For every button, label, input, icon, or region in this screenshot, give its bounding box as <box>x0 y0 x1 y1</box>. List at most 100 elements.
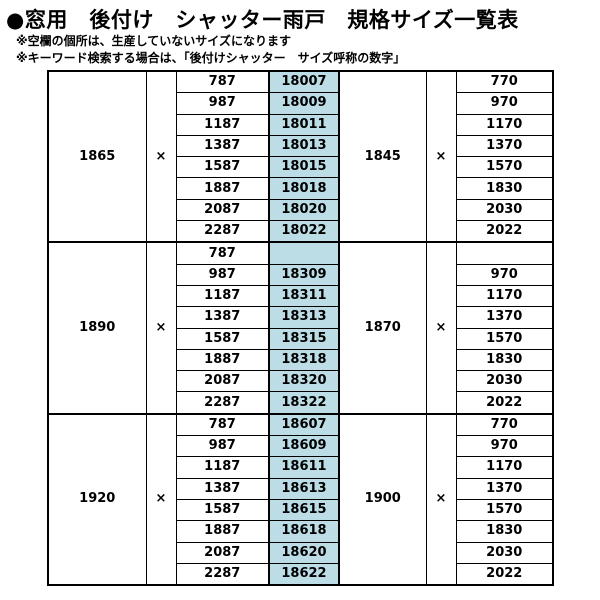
code-cell: 18322 <box>268 391 340 415</box>
table-row: 2287 18322 2022 <box>48 391 554 415</box>
width-cell: 787 <box>175 70 270 94</box>
width-cell: 1587 <box>175 156 270 179</box>
other-width-cell: 1570 <box>455 327 554 350</box>
code-cell: 18007 <box>268 70 340 94</box>
table-row: 987 18309 970 <box>48 263 554 286</box>
table-row: 1865 × 787 18007 1845 × 770 <box>47 69 554 243</box>
other-height-cell: 1845 <box>338 69 427 243</box>
code-cell <box>268 241 340 265</box>
width-cell: 1187 <box>175 456 270 479</box>
other-width-cell: 770 <box>455 70 554 94</box>
table-row: 1587 18015 1570 <box>48 156 554 179</box>
other-width-cell: 2022 <box>455 220 554 243</box>
width-cell: 787 <box>175 412 270 437</box>
width-cell: 1387 <box>175 306 270 329</box>
width-cell: 1187 <box>175 113 270 136</box>
table-row: 1920 × 787 18607 1900 × 770 <box>47 412 554 586</box>
table-row: 1387 18013 1370 <box>48 134 554 158</box>
code-cell: 18615 <box>268 498 340 522</box>
other-width-cell: 1370 <box>455 306 554 329</box>
width-cell: 1887 <box>175 177 270 200</box>
width-cell: 987 <box>175 263 270 286</box>
height-cell: 1920 <box>47 412 147 586</box>
other-width-cell: 1570 <box>455 156 554 179</box>
other-width-cell: 1830 <box>455 520 554 543</box>
width-cell: 987 <box>175 92 270 115</box>
code-cell: 18613 <box>268 477 340 500</box>
other-width-cell: 1830 <box>455 348 554 372</box>
times-symbol: × <box>425 412 457 586</box>
table-row: 1887 18318 1830 <box>48 348 554 372</box>
width-cell: 2087 <box>175 198 270 222</box>
table-row: 2087 18620 2030 <box>48 541 554 564</box>
width-cell: 987 <box>175 435 270 458</box>
code-cell: 18315 <box>268 327 340 350</box>
table-row: 2087 18020 2030 <box>48 198 554 222</box>
times-symbol: × <box>425 69 457 243</box>
code-cell: 18320 <box>268 370 340 393</box>
table-row: 2287 18622 2022 <box>48 562 554 586</box>
width-cell: 1387 <box>175 134 270 158</box>
table-row: 2087 18320 2030 <box>48 370 554 393</box>
code-cell: 18022 <box>268 220 340 243</box>
table-row: 1890 × 787 1870 × <box>47 241 554 415</box>
code-cell: 18609 <box>268 435 340 458</box>
width-cell: 1187 <box>175 284 270 308</box>
times-symbol: × <box>145 241 177 415</box>
other-width-cell: 970 <box>455 92 554 115</box>
table-row: 987 18009 970 <box>48 92 554 115</box>
width-cell: 2287 <box>175 562 270 586</box>
other-width-cell: 2022 <box>455 391 554 415</box>
width-cell: 2087 <box>175 541 270 564</box>
code-cell: 18018 <box>268 177 340 200</box>
width-cell: 1587 <box>175 327 270 350</box>
page-title: ●窓用 後付け シャッター雨戸 規格サイズ一覧表 <box>6 8 519 32</box>
other-width-cell: 2022 <box>455 562 554 586</box>
note-blank-cells: ※空欄の個所は、生産していないサイズになります <box>16 34 291 48</box>
code-cell: 18620 <box>268 541 340 564</box>
code-cell: 18611 <box>268 456 340 479</box>
code-cell: 18318 <box>268 348 340 372</box>
width-cell: 1887 <box>175 520 270 543</box>
other-height-cell: 1870 <box>338 241 427 415</box>
other-width-cell: 1370 <box>455 134 554 158</box>
table-row: 1887 18618 1830 <box>48 520 554 543</box>
width-cell: 787 <box>175 241 270 265</box>
code-cell: 18311 <box>268 284 340 308</box>
code-cell: 18020 <box>268 198 340 222</box>
code-cell: 18313 <box>268 306 340 329</box>
table-row: 1387 18613 1370 <box>48 477 554 500</box>
width-cell: 2287 <box>175 220 270 243</box>
code-cell: 18015 <box>268 156 340 179</box>
other-width-cell: 1370 <box>455 477 554 500</box>
other-width-cell: 1170 <box>455 456 554 479</box>
code-cell: 18013 <box>268 134 340 158</box>
code-cell: 18607 <box>268 412 340 437</box>
code-cell: 18009 <box>268 92 340 115</box>
code-cell: 18618 <box>268 520 340 543</box>
code-cell: 18309 <box>268 263 340 286</box>
table-row: 987 18609 970 <box>48 435 554 458</box>
width-cell: 1387 <box>175 477 270 500</box>
size-table: 1865 × 787 18007 1845 × 770 987 18009 970 1187 1801… <box>47 69 554 587</box>
other-width-cell <box>455 241 554 265</box>
other-width-cell: 970 <box>455 435 554 458</box>
other-width-cell: 2030 <box>455 198 554 222</box>
other-width-cell: 970 <box>455 263 554 286</box>
other-width-cell: 1170 <box>455 284 554 308</box>
table-row: 1387 18313 1370 <box>48 306 554 329</box>
height-cell: 1865 <box>47 69 147 243</box>
code-cell: 18622 <box>268 562 340 586</box>
other-width-cell: 770 <box>455 412 554 437</box>
width-cell: 1887 <box>175 348 270 372</box>
table-row: 1587 18315 1570 <box>48 327 554 350</box>
code-cell: 18011 <box>268 113 340 136</box>
other-width-cell: 2030 <box>455 370 554 393</box>
times-symbol: × <box>145 412 177 586</box>
other-width-cell: 1170 <box>455 113 554 136</box>
times-symbol: × <box>145 69 177 243</box>
times-symbol: × <box>425 241 457 415</box>
other-height-cell: 1900 <box>338 412 427 586</box>
height-cell: 1890 <box>47 241 147 415</box>
note-keyword-search: ※キーワード検索する場合は、「後付けシャッター サイズ呼称の数字」 <box>16 51 406 65</box>
